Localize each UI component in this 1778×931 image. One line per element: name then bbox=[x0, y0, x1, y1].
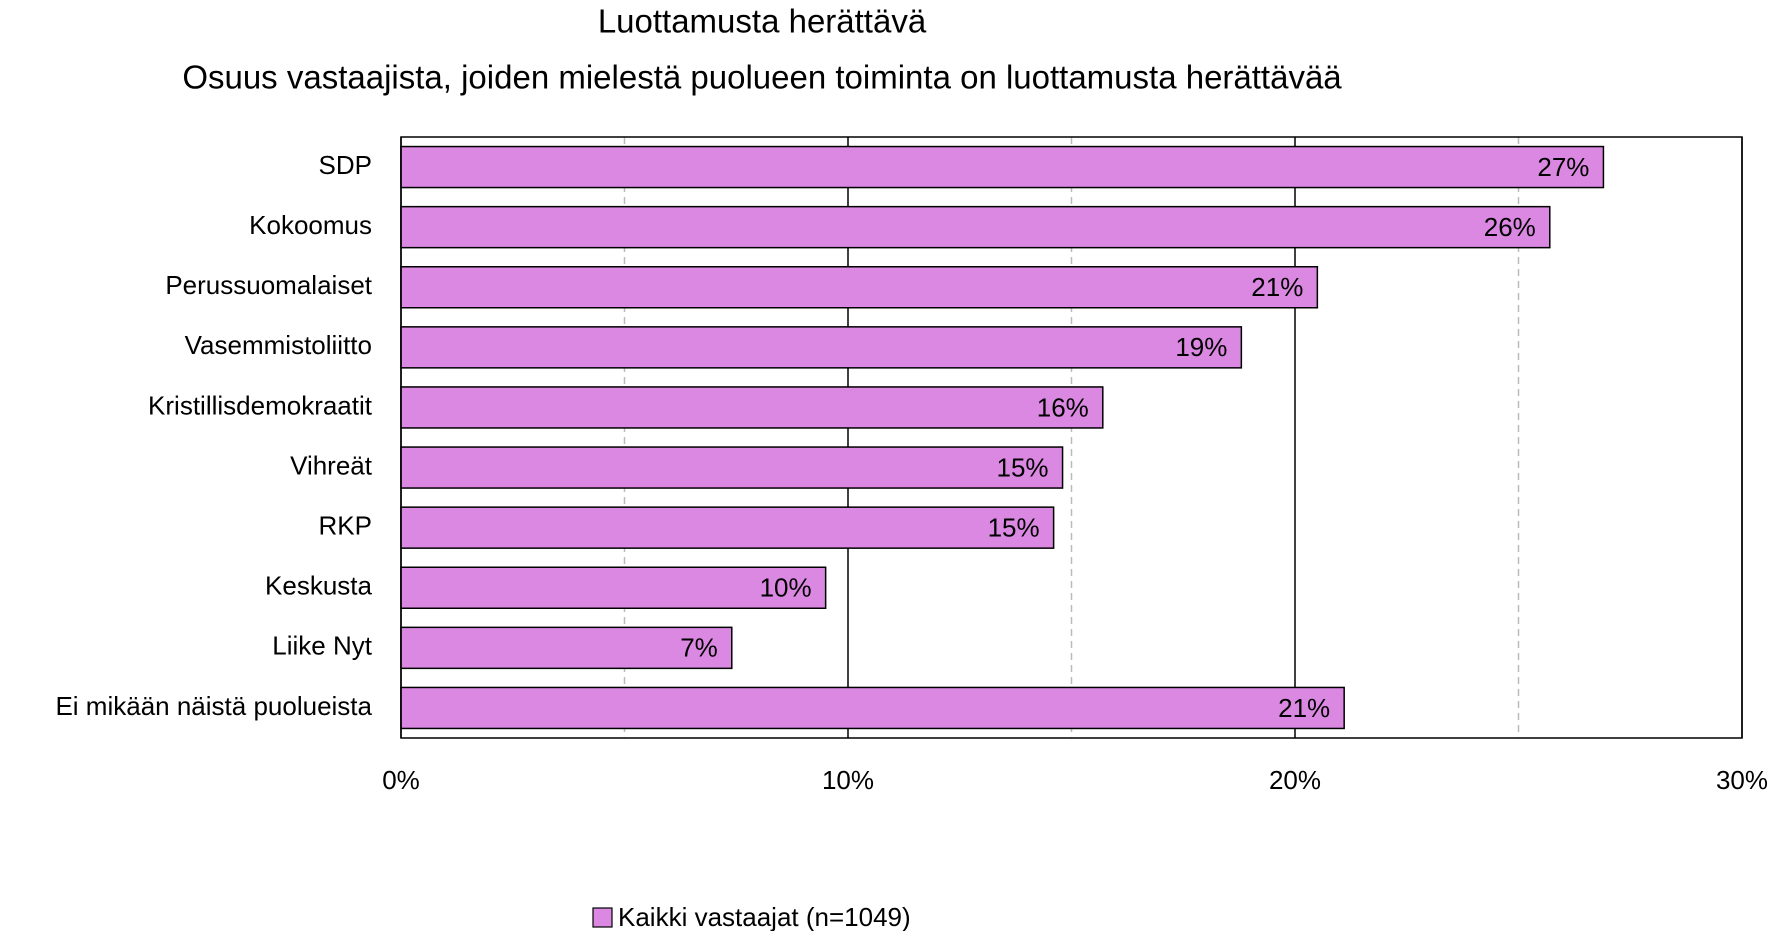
x-tick-label: 30% bbox=[1716, 765, 1768, 795]
x-tick-label: 0% bbox=[382, 765, 420, 795]
data-label: 16% bbox=[1037, 392, 1089, 422]
y-tick-label: Kokoomus bbox=[249, 210, 372, 240]
bar bbox=[400, 145, 1605, 189]
data-label: 10% bbox=[760, 573, 812, 603]
x-tick-label: 10% bbox=[822, 765, 874, 795]
y-tick-label: Perussuomalaiset bbox=[165, 270, 372, 300]
data-label: 21% bbox=[1251, 272, 1303, 302]
bar bbox=[400, 205, 1551, 249]
chart-subtitle: Osuus vastaajista, joiden mielestä puolu… bbox=[182, 59, 1342, 96]
data-label: 15% bbox=[988, 513, 1040, 543]
bar bbox=[400, 446, 1064, 489]
bar bbox=[400, 386, 1104, 429]
y-tick-label: Kristillisdemokraatit bbox=[148, 390, 373, 420]
legend-swatch bbox=[592, 907, 613, 928]
legend-label: Kaikki vastaajat (n=1049) bbox=[618, 902, 911, 931]
y-tick-label: Keskusta bbox=[265, 571, 372, 601]
bar bbox=[400, 326, 1243, 369]
x-tick-label: 20% bbox=[1269, 765, 1321, 795]
bar bbox=[400, 566, 827, 609]
bar bbox=[400, 266, 1319, 309]
y-tick-label: Liike Nyt bbox=[272, 631, 372, 661]
y-tick-label: Vihreät bbox=[290, 450, 373, 480]
y-tick-label: Vasemmistoliitto bbox=[185, 330, 372, 360]
data-label: 15% bbox=[997, 452, 1049, 482]
y-tick-label: RKP bbox=[319, 511, 372, 541]
data-label: 19% bbox=[1175, 332, 1227, 362]
data-label: 26% bbox=[1484, 212, 1536, 242]
bar bbox=[400, 686, 1345, 730]
y-tick-label: Ei mikään näistä puolueista bbox=[55, 691, 372, 721]
bar bbox=[400, 506, 1055, 549]
data-label: 7% bbox=[680, 633, 718, 663]
data-label: 27% bbox=[1537, 152, 1589, 182]
plot-border bbox=[400, 136, 1743, 739]
chart-title: Luottamusta herättävä bbox=[598, 3, 927, 40]
y-tick-label: SDP bbox=[319, 150, 372, 180]
data-label: 21% bbox=[1278, 693, 1330, 723]
